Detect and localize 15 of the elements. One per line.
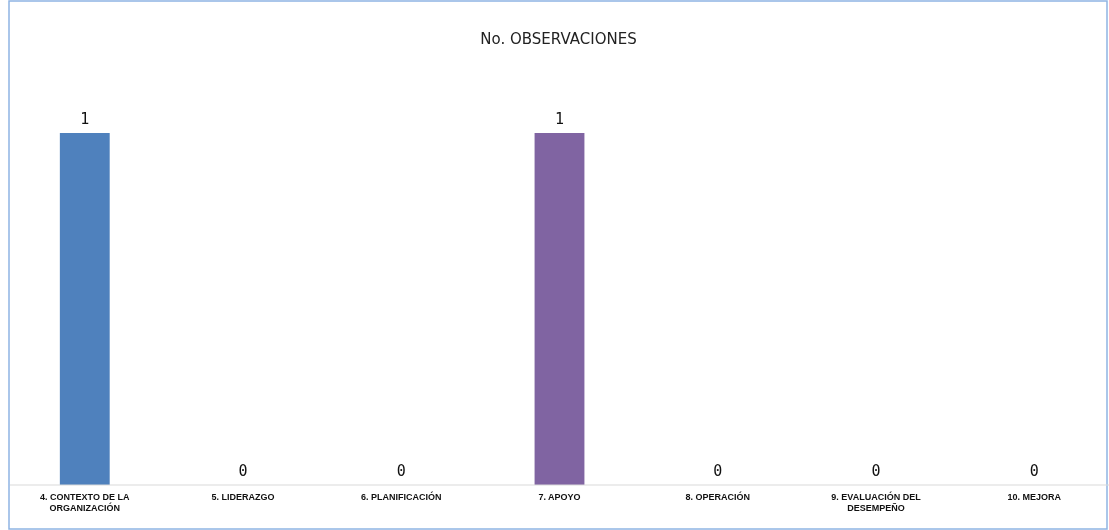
- x-tick-label: 10. MEJORA: [1007, 491, 1062, 502]
- x-tick-label: 6. PLANIFICACIÓN: [361, 490, 442, 502]
- data-label: 0: [396, 462, 406, 480]
- data-label: 0: [713, 462, 723, 480]
- x-tick-label: 5. LIDERAZGO: [211, 491, 275, 502]
- data-label: 1: [80, 110, 90, 128]
- x-tick-label: 8. OPERACIÓN: [685, 490, 750, 502]
- x-tick-label: 9. EVALUACIÓN DEL DESEMPEÑO: [831, 490, 922, 513]
- data-label: 0: [871, 462, 881, 480]
- data-label: 0: [238, 462, 248, 480]
- chart-title: No. OBSERVACIONES: [480, 30, 637, 48]
- x-tick-label: 4. CONTEXTO DE LA ORGANIZACIÓN: [40, 491, 130, 513]
- data-label: 1: [554, 110, 565, 128]
- data-label: 0: [1029, 462, 1039, 480]
- x-tick-label: 7. APOYO: [538, 491, 581, 502]
